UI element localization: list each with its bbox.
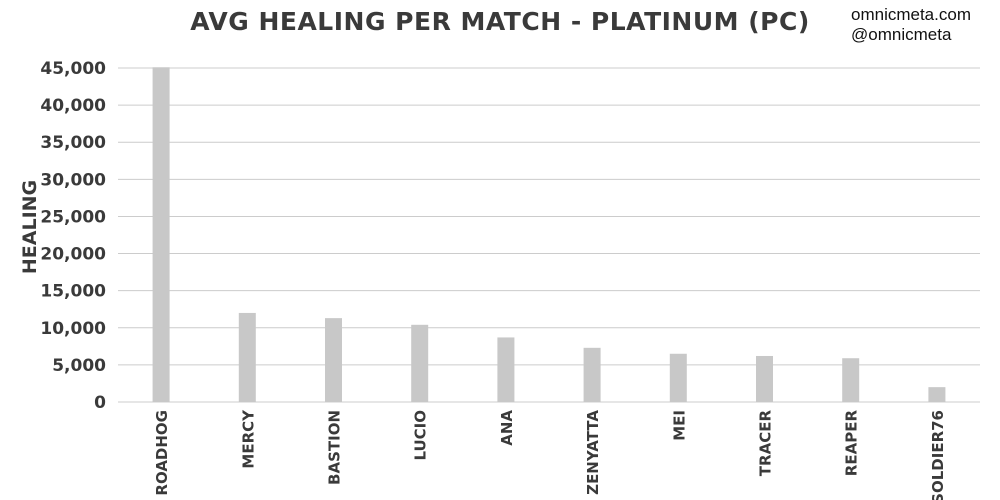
- credit-site: omnicmeta.com: [851, 5, 971, 24]
- chart-title: AVG HEALING PER MATCH - PLATINUM (PC): [190, 7, 810, 36]
- y-axis-label: HEALING: [19, 180, 41, 274]
- x-tick-label: ROADHOG: [153, 410, 171, 496]
- bar-roadhog: [152, 67, 170, 402]
- bars: [152, 67, 946, 402]
- x-tick-label: ZENYATTA: [584, 410, 602, 495]
- bar-tracer: [756, 355, 773, 402]
- gridlines: [118, 67, 980, 403]
- y-tick-label: 25,000: [40, 207, 106, 227]
- y-tick-label: 5,000: [52, 356, 106, 376]
- bar-lucio: [411, 324, 429, 402]
- x-tick-label: TRACER: [757, 410, 775, 477]
- bar-ana: [497, 337, 515, 402]
- y-tick-label: 45,000: [40, 59, 106, 79]
- y-tick-label: 35,000: [40, 133, 106, 153]
- x-tick-label: ANA: [498, 410, 516, 446]
- y-tick-label: 40,000: [40, 96, 106, 116]
- x-axis-ticks: ROADHOG MERCY BASTION LUCIO ANA ZENYATTA MEI TR…: [153, 409, 947, 500]
- x-tick-label: SOLDIER76: [929, 410, 947, 500]
- bar-mei: [669, 353, 687, 402]
- bar-reaper: [842, 358, 860, 402]
- y-axis-ticks: 0 5,000 10,000 15,000 20,000 25,000 30,000 35,0…: [40, 59, 106, 413]
- bar-bastion: [325, 318, 342, 402]
- x-tick-label: MERCY: [239, 409, 257, 469]
- x-tick-label: BASTION: [326, 410, 344, 485]
- y-tick-label: 0: [94, 393, 106, 413]
- y-tick-label: 20,000: [40, 245, 106, 265]
- x-tick-label: MEI: [670, 410, 688, 441]
- x-tick-label: LUCIO: [412, 410, 430, 461]
- credit-handle: @omnicmeta: [851, 25, 952, 44]
- x-tick-label: REAPER: [843, 410, 861, 477]
- bar-mercy: [238, 312, 256, 402]
- bar-zenyatta: [583, 347, 601, 402]
- y-tick-label: 15,000: [40, 282, 106, 302]
- bar-soldier76: [928, 387, 946, 402]
- y-tick-label: 30,000: [40, 170, 106, 190]
- y-tick-label: 10,000: [40, 319, 106, 339]
